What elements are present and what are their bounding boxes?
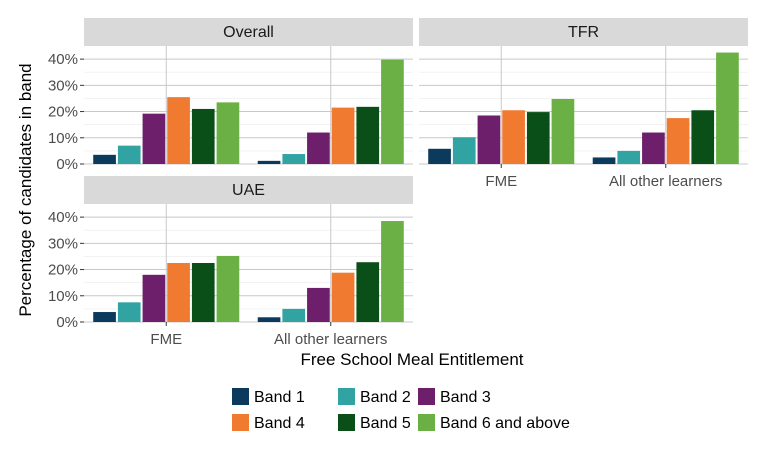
legend-swatch-band-1	[232, 388, 249, 405]
legend-swatch-band-3	[418, 388, 435, 405]
bar-band-3-1	[307, 132, 330, 164]
bar-band-1-0	[93, 312, 116, 322]
y-tick-label: 30%	[48, 77, 78, 94]
x-tick-label: All other learners	[609, 173, 722, 190]
bar-band-1-1	[257, 160, 281, 164]
legend-swatch-band-5	[338, 414, 355, 431]
facet-title: UAE	[232, 182, 265, 199]
legend-swatch-band-6-and-above	[418, 414, 435, 431]
legend-label: Band 5	[360, 415, 411, 432]
legend-label: Band 3	[440, 389, 491, 406]
legend-label: Band 2	[360, 389, 411, 406]
bar-band-6-and-above-1	[381, 221, 404, 322]
y-tick-label: 10%	[48, 130, 78, 147]
bar-band-3-0	[142, 113, 166, 164]
bar-band-6-and-above-0	[551, 98, 575, 164]
y-tick-label: 0%	[56, 314, 78, 331]
bar-band-5-1	[356, 262, 380, 322]
bar-band-2-0	[117, 302, 141, 322]
bar-band-1-0	[428, 148, 451, 164]
bar-band-6-and-above-1	[716, 52, 739, 164]
y-tick-label: 10%	[48, 288, 78, 305]
bar-band-6-and-above-0	[216, 255, 240, 322]
bar-band-2-1	[617, 150, 641, 164]
legend: Band 1 Band 2 Band 3 Band 4 Band 5 Band 6 and…	[232, 388, 570, 432]
bar-band-2-0	[452, 137, 476, 164]
panel-tfr: TFR FME All other learners	[419, 18, 748, 190]
bar-band-5-0	[526, 112, 550, 164]
bar-band-2-1	[282, 154, 306, 164]
facet-strip	[84, 176, 413, 204]
bar-band-4-1	[666, 118, 690, 164]
x-tick-label: FME	[485, 173, 517, 190]
bar-band-4-1	[331, 107, 355, 164]
legend-swatch-band-2	[338, 388, 355, 405]
y-tick-label: 0%	[56, 156, 78, 173]
bar-band-6-and-above-1	[381, 59, 404, 164]
panels-layer: Overall 0% 10% 20% 30% 40% TFR FME All other lea…	[48, 18, 748, 348]
bar-band-5-0	[191, 263, 215, 322]
bar-band-5-0	[191, 108, 215, 164]
facet-strip	[419, 18, 748, 46]
bar-band-5-1	[691, 110, 715, 164]
legend-label: Band 4	[254, 415, 305, 432]
facet-strip	[84, 18, 413, 46]
x-tick-label: FME	[150, 331, 182, 348]
x-axis-title: Free School Meal Entitlement	[301, 350, 524, 369]
bar-band-4-0	[502, 110, 525, 164]
y-tick-label: 40%	[48, 51, 78, 68]
bar-band-3-0	[477, 115, 501, 164]
x-tick-label: All other learners	[274, 331, 387, 348]
facet-title: Overall	[223, 24, 274, 41]
bar-band-1-1	[257, 317, 281, 322]
legend-label: Band 1	[254, 389, 305, 406]
bar-band-1-1	[592, 157, 616, 164]
bar-band-6-and-above-0	[216, 102, 240, 164]
bar-band-3-0	[142, 274, 166, 322]
panel-uae: UAE 0% 10% 20% 30% 40% FME All other learners	[48, 176, 413, 348]
facet-title: TFR	[568, 24, 599, 41]
bar-band-3-1	[307, 287, 330, 322]
y-tick-label: 20%	[48, 262, 78, 279]
y-axis-title: Percentage of candidates in band	[16, 63, 35, 316]
bar-band-4-1	[331, 272, 355, 322]
panel-overall: Overall 0% 10% 20% 30% 40%	[48, 18, 413, 173]
bar-band-3-1	[642, 132, 665, 164]
bar-band-1-0	[93, 154, 116, 164]
y-tick-label: 20%	[48, 104, 78, 121]
bar-band-4-0	[167, 97, 190, 164]
legend-swatch-band-4	[232, 414, 249, 431]
bar-band-4-0	[167, 263, 190, 322]
legend-label: Band 6 and above	[440, 415, 570, 432]
bar-band-2-1	[282, 308, 306, 322]
y-tick-label: 40%	[48, 209, 78, 226]
bar-band-5-1	[356, 106, 380, 164]
bar-band-2-0	[117, 145, 141, 164]
y-tick-label: 30%	[48, 235, 78, 252]
